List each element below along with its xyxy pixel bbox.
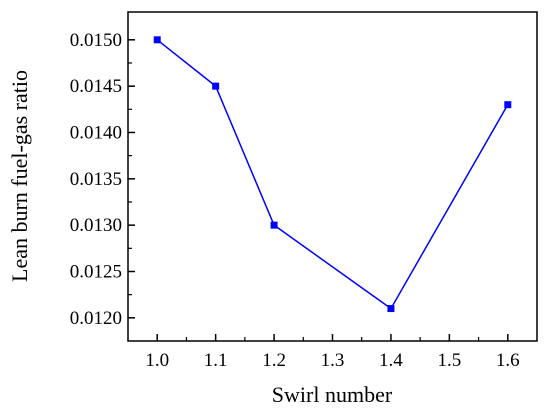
y-tick-label: 0.0125 xyxy=(70,261,122,282)
x-tick-label: 1.5 xyxy=(437,350,461,371)
y-tick-label: 0.0150 xyxy=(70,30,122,51)
series-layer xyxy=(153,36,512,313)
x-tick-label: 1.6 xyxy=(496,350,520,371)
x-tick-label: 1.3 xyxy=(321,350,345,371)
data-point xyxy=(504,101,512,109)
x-tick-label: 1.1 xyxy=(204,350,228,371)
data-point xyxy=(387,305,395,313)
x-tick-label: 1.2 xyxy=(262,350,286,371)
y-tick-label: 0.0130 xyxy=(70,215,122,236)
series-line xyxy=(156,39,509,310)
y-tick-label: 0.0140 xyxy=(70,122,122,143)
data-point xyxy=(153,36,161,44)
y-axis-title: Lean burn fuel-gas ratio xyxy=(7,70,32,282)
y-tick-label: 0.0120 xyxy=(70,308,122,329)
data-point xyxy=(270,221,278,229)
x-tick-label: 1.0 xyxy=(145,350,169,371)
x-tick-label: 1.4 xyxy=(379,350,403,371)
y-tick-label: 0.0145 xyxy=(70,76,122,97)
plot-frame xyxy=(127,11,538,342)
y-tick-label: 0.0135 xyxy=(70,169,122,190)
x-axis-ticks: 1.0 1.1 1.2 1.3 1.4 1.5 1.6 xyxy=(145,334,520,371)
x-axis-title: Swirl number xyxy=(272,382,393,407)
y-axis-ticks: 0.0120 0.0125 0.0130 0.0135 0.0140 0.0145 0.01… xyxy=(70,30,135,329)
data-point xyxy=(212,82,220,90)
